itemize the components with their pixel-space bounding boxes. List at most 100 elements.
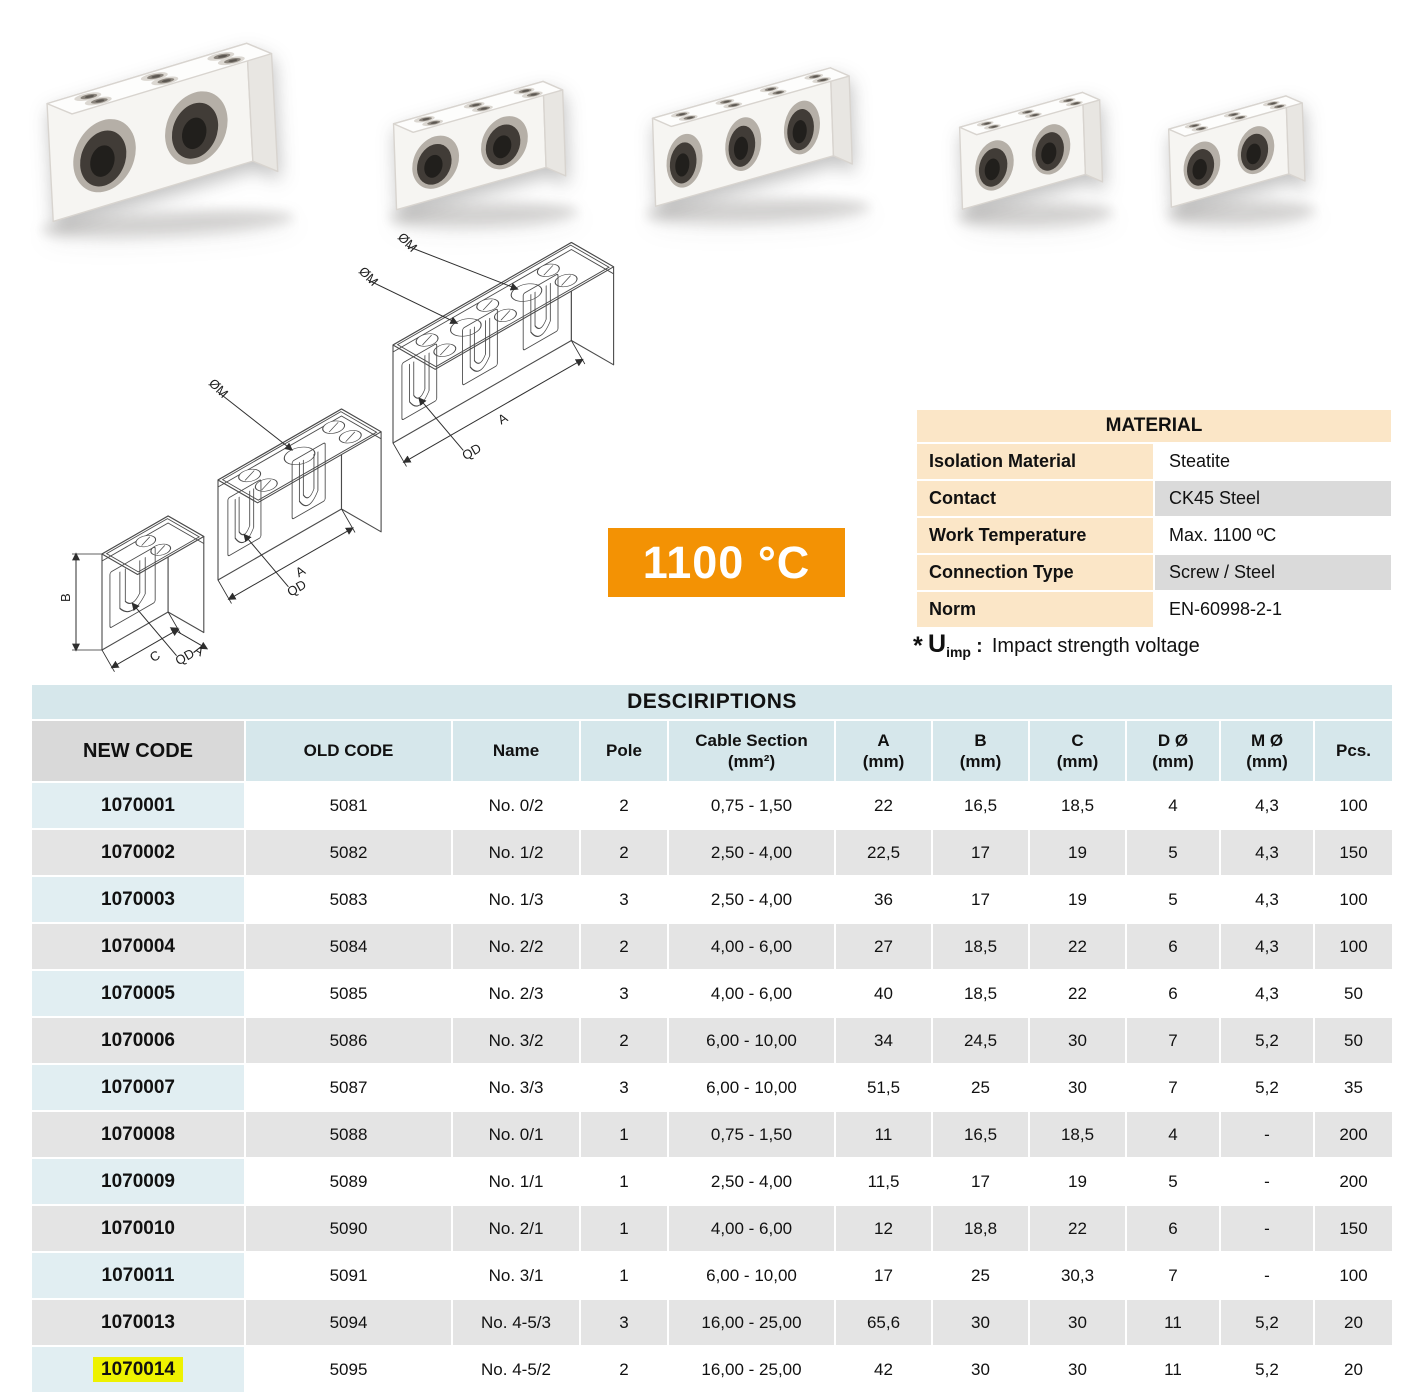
cell-c: 22 bbox=[1030, 1206, 1125, 1251]
cell-cable-section: 4,00 - 6,00 bbox=[669, 924, 834, 969]
cell-m: - bbox=[1221, 1206, 1313, 1251]
cell-cable-section: 6,00 - 10,00 bbox=[669, 1018, 834, 1063]
cell-d: 7 bbox=[1127, 1018, 1219, 1063]
table-row: 1070009 5089 No. 1/1 1 2,50 - 4,00 11,5 … bbox=[32, 1159, 1392, 1204]
column-header: Pcs. bbox=[1315, 721, 1392, 781]
cell-m: 4,3 bbox=[1221, 877, 1313, 922]
cell-name: No. 4-5/3 bbox=[453, 1300, 579, 1345]
cell-new-code: 1070007 bbox=[32, 1065, 244, 1110]
cell-b: 24,5 bbox=[933, 1018, 1028, 1063]
cell-m: 5,2 bbox=[1221, 1065, 1313, 1110]
cell-d: 4 bbox=[1127, 783, 1219, 828]
cell-a: 36 bbox=[836, 877, 931, 922]
cell-old-code: 5083 bbox=[246, 877, 451, 922]
cell-name: No. 2/3 bbox=[453, 971, 579, 1016]
cell-d: 5 bbox=[1127, 830, 1219, 875]
cell-pole: 3 bbox=[581, 971, 667, 1016]
cell-b: 16,5 bbox=[933, 1112, 1028, 1157]
descriptions-table: DESCIRIPTIONS NEW CODE OLD CODE Name Pol… bbox=[30, 683, 1394, 1394]
cell-old-code: 5081 bbox=[246, 783, 451, 828]
cell-c: 30 bbox=[1030, 1300, 1125, 1345]
material-property-value: CK45 Steel bbox=[1155, 481, 1391, 516]
cell-new-code: 1070011 bbox=[32, 1253, 244, 1298]
cell-a: 11 bbox=[836, 1112, 931, 1157]
cell-old-code: 5091 bbox=[246, 1253, 451, 1298]
cell-c: 30 bbox=[1030, 1018, 1125, 1063]
table-row: 1070003 5083 No. 1/3 3 2,50 - 4,00 36 17… bbox=[32, 877, 1392, 922]
cell-d: 7 bbox=[1127, 1065, 1219, 1110]
cell-c: 19 bbox=[1030, 830, 1125, 875]
cell-new-code: 1070002 bbox=[32, 830, 244, 875]
column-header: M Ø (mm) bbox=[1221, 721, 1313, 781]
cell-old-code: 5094 bbox=[246, 1300, 451, 1345]
column-header: OLD CODE bbox=[246, 721, 451, 781]
cell-d: 5 bbox=[1127, 1159, 1219, 1204]
cell-b: 17 bbox=[933, 877, 1028, 922]
svg-text:C: C bbox=[147, 647, 163, 665]
cell-name: No. 3/3 bbox=[453, 1065, 579, 1110]
cell-pole: 2 bbox=[581, 1018, 667, 1063]
cell-b: 18,8 bbox=[933, 1206, 1028, 1251]
cell-b: 17 bbox=[933, 1159, 1028, 1204]
material-property-value: Steatite bbox=[1155, 444, 1391, 479]
column-header: A (mm) bbox=[836, 721, 931, 781]
cell-b: 30 bbox=[933, 1347, 1028, 1392]
cell-new-code: 1070008 bbox=[32, 1112, 244, 1157]
cell-new-code: 1070003 bbox=[32, 877, 244, 922]
material-property-value: Max. 1100 ºC bbox=[1155, 518, 1391, 553]
cell-m: - bbox=[1221, 1159, 1313, 1204]
svg-text:ØM: ØM bbox=[206, 376, 231, 401]
cell-new-code: 1070014 bbox=[32, 1347, 244, 1392]
cell-old-code: 5086 bbox=[246, 1018, 451, 1063]
cell-old-code: 5085 bbox=[246, 971, 451, 1016]
cell-a: 11,5 bbox=[836, 1159, 931, 1204]
uimp-symbol: U bbox=[928, 630, 947, 658]
uimp-text: Impact strength voltage bbox=[991, 635, 1200, 657]
temperature-badge: 1100 °C bbox=[608, 528, 845, 597]
material-property-value: Screw / Steel bbox=[1155, 555, 1391, 590]
product-photo-2pole-large bbox=[40, 42, 295, 238]
cell-m: 5,2 bbox=[1221, 1018, 1313, 1063]
cell-new-code: 1070001 bbox=[32, 783, 244, 828]
column-header: B (mm) bbox=[933, 721, 1028, 781]
material-table: MATERIAL Isolation Material Steatite Con… bbox=[915, 408, 1393, 629]
cell-name: No. 0/2 bbox=[453, 783, 579, 828]
cell-b: 16,5 bbox=[933, 783, 1028, 828]
cell-name: No. 1/1 bbox=[453, 1159, 579, 1204]
material-row: Norm EN-60998-2-1 bbox=[917, 592, 1391, 627]
table-row: 1070010 5090 No. 2/1 1 4,00 - 6,00 12 18… bbox=[32, 1206, 1392, 1251]
cell-new-code: 1070005 bbox=[32, 971, 244, 1016]
cell-name: No. 2/2 bbox=[453, 924, 579, 969]
header-row: NEW CODE OLD CODE Name Pole Cable Sectio… bbox=[32, 721, 1392, 781]
cell-m: 4,3 bbox=[1221, 924, 1313, 969]
material-row: Contact CK45 Steel bbox=[917, 481, 1391, 516]
cell-a: 12 bbox=[836, 1206, 931, 1251]
svg-text:B: B bbox=[58, 593, 73, 602]
cell-pole: 2 bbox=[581, 783, 667, 828]
cell-pcs: 20 bbox=[1315, 1300, 1392, 1345]
uimp-subscript: imp bbox=[946, 643, 971, 660]
cell-old-code: 5095 bbox=[246, 1347, 451, 1392]
cell-name: No. 1/3 bbox=[453, 877, 579, 922]
table-row: 1070005 5085 No. 2/3 3 4,00 - 6,00 40 18… bbox=[32, 971, 1392, 1016]
cell-new-code: 1070010 bbox=[32, 1206, 244, 1251]
product-photo-2pole-medium bbox=[389, 80, 579, 228]
table-row: 1070001 5081 No. 0/2 2 0,75 - 1,50 22 16… bbox=[32, 783, 1392, 828]
cell-a: 27 bbox=[836, 924, 931, 969]
table-row: 1070014 5095 No. 4-5/2 2 16,00 - 25,00 4… bbox=[32, 1347, 1392, 1392]
cell-pcs: 100 bbox=[1315, 1253, 1392, 1298]
cell-d: 7 bbox=[1127, 1253, 1219, 1298]
cell-m: - bbox=[1221, 1112, 1313, 1157]
cell-a: 17 bbox=[836, 1253, 931, 1298]
cell-cable-section: 16,00 - 25,00 bbox=[669, 1347, 834, 1392]
column-header: C (mm) bbox=[1030, 721, 1125, 781]
cell-cable-section: 0,75 - 1,50 bbox=[669, 1112, 834, 1157]
material-property-label: Contact bbox=[917, 481, 1153, 516]
colon: : bbox=[970, 636, 983, 657]
material-property-label: Isolation Material bbox=[917, 444, 1153, 479]
cell-pole: 3 bbox=[581, 1300, 667, 1345]
